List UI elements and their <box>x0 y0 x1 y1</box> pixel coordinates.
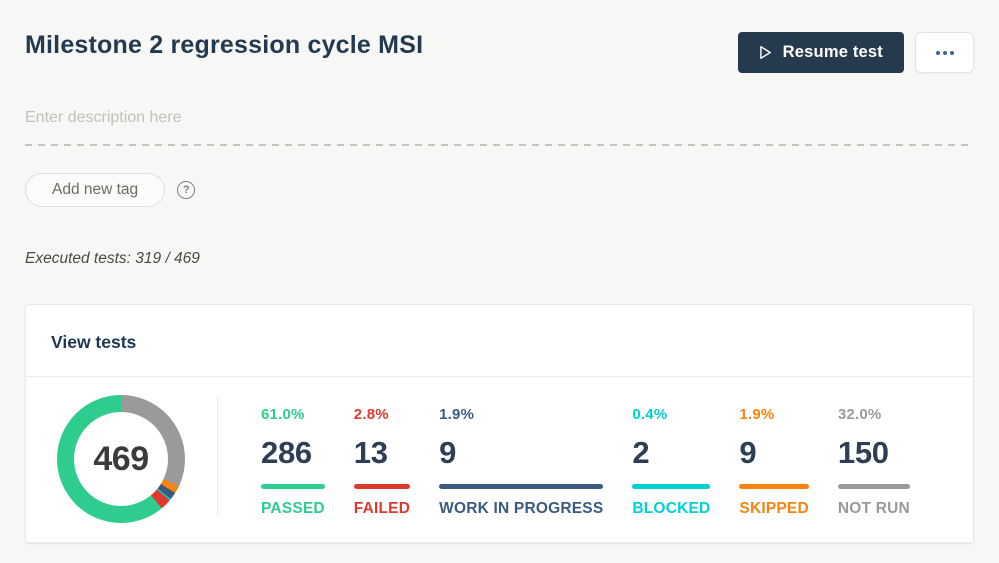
stat-column[interactable]: 1.9% 9 WORK IN PROGRESS <box>439 406 604 518</box>
stat-bar <box>632 484 711 489</box>
add-new-tag-button[interactable]: Add new tag <box>25 173 166 207</box>
executed-tests-text: Executed tests: 319 / 469 <box>25 250 200 267</box>
stat-percent: 1.9% <box>439 406 475 423</box>
card-title: View tests <box>26 305 973 377</box>
stat-count: 2 <box>632 435 650 470</box>
description-input[interactable]: Enter description here <box>25 109 182 126</box>
header-actions: Resume test <box>737 32 974 73</box>
stat-count: 9 <box>439 435 457 470</box>
dashed-divider <box>25 144 974 146</box>
stat-count: 286 <box>261 435 312 470</box>
resume-test-label: Resume test <box>782 43 883 61</box>
more-options-button[interactable] <box>915 32 974 73</box>
test-stats-section: 469 61.0% 286 PASSED 2.8% 13 FAILED 1.9%… <box>26 377 973 543</box>
stat-column[interactable]: 32.0% 150 NOT RUN <box>837 406 910 518</box>
stat-count: 13 <box>353 435 388 470</box>
stat-column[interactable]: 2.8% 13 FAILED <box>353 406 411 518</box>
stat-percent: 2.8% <box>353 406 389 423</box>
page-header: Milestone 2 regression cycle MSI Resume … <box>25 0 974 73</box>
help-icon[interactable]: ? <box>177 181 196 199</box>
tag-row: Add new tag ? <box>25 173 974 207</box>
stat-bar <box>837 484 910 489</box>
stat-column[interactable]: 1.9% 9 SKIPPED <box>739 406 809 518</box>
view-tests-card: View tests 469 61.0% 286 PASSED 2.8% 13 … <box>25 304 974 544</box>
stat-label: NOT RUN <box>837 500 910 517</box>
stat-bar <box>739 484 809 489</box>
page-title: Milestone 2 regression cycle MSI <box>25 31 424 59</box>
more-options-icon <box>935 50 954 55</box>
stat-percent: 0.4% <box>632 406 668 423</box>
stat-percent: 61.0% <box>261 406 305 423</box>
donut-hole: 469 <box>74 412 168 506</box>
stat-label: PASSED <box>261 500 325 517</box>
stat-bar <box>439 484 604 489</box>
stat-label: WORK IN PROGRESS <box>439 500 604 517</box>
stat-label: BLOCKED <box>632 500 711 517</box>
donut-chart-wrap: 469 <box>57 395 217 523</box>
stat-percent: 32.0% <box>837 406 882 423</box>
stats-columns: 61.0% 286 PASSED 2.8% 13 FAILED 1.9% 9 W… <box>261 395 910 518</box>
donut-total: 469 <box>93 439 149 478</box>
stat-column[interactable]: 61.0% 286 PASSED <box>261 406 325 518</box>
page: Milestone 2 regression cycle MSI Resume … <box>25 0 974 544</box>
stat-percent: 1.9% <box>739 406 775 423</box>
stat-label: FAILED <box>353 500 411 517</box>
resume-test-button[interactable]: Resume test <box>737 32 904 73</box>
stat-column[interactable]: 0.4% 2 BLOCKED <box>632 406 711 518</box>
stat-bar <box>261 484 325 489</box>
vertical-separator <box>217 396 218 516</box>
donut-chart[interactable]: 469 <box>57 395 185 523</box>
stat-count: 150 <box>837 435 889 470</box>
stat-bar <box>353 484 411 489</box>
play-icon <box>759 46 771 59</box>
stat-label: SKIPPED <box>739 500 809 517</box>
stat-count: 9 <box>739 435 757 470</box>
